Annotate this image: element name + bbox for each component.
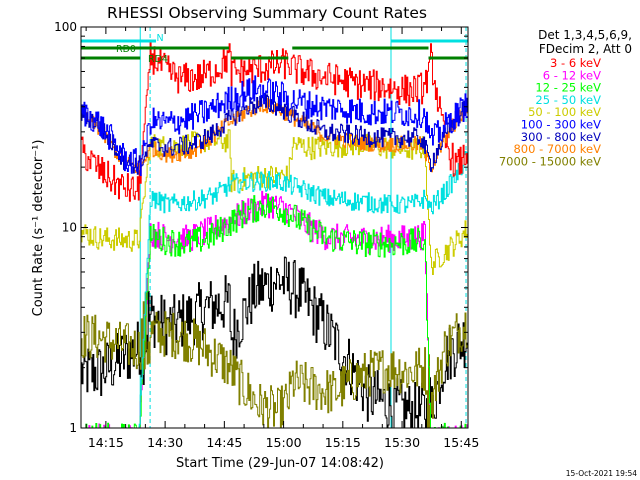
legend-title: Det 1,3,4,5,6,9,	[538, 28, 632, 42]
legend-entry: 25 - 50 keV	[535, 93, 601, 107]
y-tick-label: 1	[69, 421, 77, 435]
legend-entry: 100 - 300 keV	[521, 118, 601, 132]
legend-entry: 7000 - 15000 keV	[499, 154, 601, 168]
chart-title: RHESSI Observing Summary Count Rates	[107, 4, 427, 22]
flag-label-rd4: RD4	[148, 54, 168, 65]
x-tick-label: 14:45	[206, 435, 242, 450]
legend-entry: 6 - 12 keV	[543, 68, 601, 82]
x-tick-label: 14:15	[88, 435, 124, 450]
x-tick-label: 15:30	[384, 435, 420, 450]
x-tick-label: 15:00	[266, 435, 302, 450]
legend-entry: 50 - 100 keV	[528, 105, 601, 119]
series-layer	[81, 40, 468, 428]
flag-label-rd0: RD0	[116, 44, 136, 55]
series-12-25-kev	[85, 193, 467, 428]
legend-entry: 300 - 800 keV	[521, 130, 601, 144]
flag-label-n: N	[156, 33, 163, 44]
series-6-12-kev	[88, 190, 468, 428]
footer-date: 15-Oct-2021 19:54	[566, 469, 637, 478]
y-axis-label: Count Rate (s⁻¹ detector⁻¹)	[31, 140, 46, 317]
x-tick-label: 14:30	[147, 435, 183, 450]
y-axis: 1 10 100	[54, 20, 468, 435]
x-tick-label: 15:45	[443, 435, 479, 450]
legend-entry: 3 - 6 keV	[550, 56, 601, 70]
legend-title: FDecim 2, Att 0	[539, 42, 632, 56]
x-axis: 14:15 14:30 14:45 15:00 15:15 15:30 15:45	[85, 27, 479, 450]
legend-entry: 12 - 25 keV	[535, 81, 601, 95]
series-50-100-kev	[81, 129, 468, 275]
x-axis-label: Start Time (29-Jun-07 14:08:42)	[176, 456, 384, 471]
y-tick-label: 10	[62, 221, 77, 235]
series-25-50-kev	[138, 151, 468, 428]
x-tick-label: 15:15	[325, 435, 361, 450]
series-800-7000-kev	[81, 97, 468, 173]
flags-layer: N RD0 RD4	[81, 33, 468, 65]
series-300-800-kev	[81, 93, 468, 175]
y-tick-label: 100	[54, 20, 77, 34]
series-3-6-kev	[81, 40, 468, 202]
legend-entry: 800 - 7000 keV	[513, 142, 601, 156]
series-100-300-kev	[81, 75, 468, 176]
legend: Det 1,3,4,5,6,9,FDecim 2, Att 03 - 6 keV…	[499, 28, 632, 168]
series-7000-15000-kev	[81, 292, 468, 428]
